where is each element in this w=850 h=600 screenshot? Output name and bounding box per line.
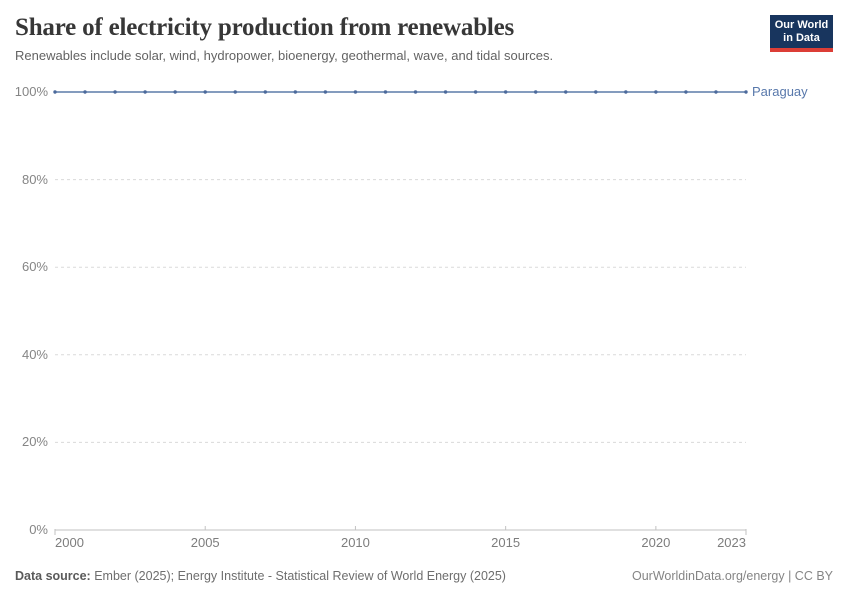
owid-logo: Our World in Data — [770, 15, 833, 52]
y-axis-label: 0% — [29, 522, 48, 537]
x-axis-label: 2005 — [190, 535, 220, 550]
x-axis-label: 2023 — [717, 535, 746, 550]
owid-logo-line1: Our World — [774, 18, 829, 31]
data-point — [353, 90, 358, 94]
data-point — [413, 90, 418, 94]
x-axis-label: 2015 — [491, 535, 521, 550]
data-point — [53, 90, 57, 94]
data-point — [443, 90, 448, 94]
y-axis-label: 40% — [21, 346, 48, 362]
data-point — [113, 90, 117, 94]
owid-logo-line2: in Data — [783, 31, 820, 44]
y-axis-label: 100% — [14, 84, 48, 99]
x-axis-label: 2000 — [55, 535, 84, 550]
data-point — [233, 90, 237, 94]
y-axis-label: 60% — [21, 259, 48, 275]
data-point — [323, 90, 328, 94]
data-source-note: Data source: Ember (2025); Energy Instit… — [15, 569, 506, 583]
data-point — [383, 90, 388, 94]
data-point — [473, 90, 478, 94]
data-point — [714, 90, 718, 94]
data-point — [143, 90, 147, 94]
data-source-text: Ember (2025); Energy Institute - Statist… — [90, 569, 506, 583]
y-axis-label: 20% — [21, 434, 48, 450]
data-point — [684, 90, 688, 94]
data-point — [203, 90, 207, 94]
x-axis-label: 2020 — [641, 535, 671, 550]
data-point — [564, 90, 568, 94]
series-label-paraguay: Paraguay — [752, 84, 808, 99]
data-point — [533, 90, 538, 94]
y-axis-label: 80% — [21, 171, 48, 187]
data-source-label: Data source: — [15, 569, 91, 583]
data-point — [624, 90, 628, 94]
x-axis-label: 2010 — [340, 535, 370, 550]
data-point — [173, 90, 177, 94]
owid-url-license: OurWorldinData.org/energy | CC BY — [631, 569, 833, 583]
page-subtitle: Renewables include solar, wind, hydropow… — [15, 48, 554, 63]
data-point — [293, 90, 298, 94]
page-title: Share of electricity production from ren… — [15, 14, 515, 41]
data-point — [503, 90, 508, 94]
data-point — [83, 90, 87, 94]
data-point — [744, 90, 748, 94]
data-point — [594, 90, 598, 94]
data-point — [654, 90, 658, 94]
data-point — [263, 90, 268, 94]
